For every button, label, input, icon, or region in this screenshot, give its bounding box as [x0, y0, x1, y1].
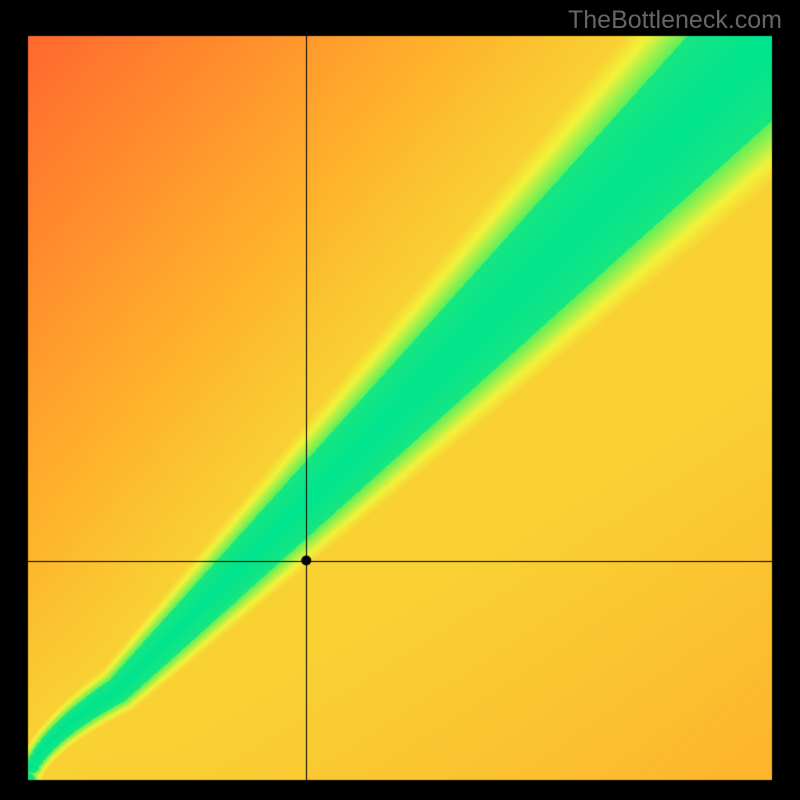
bottleneck-heatmap [0, 0, 800, 800]
chart-container: { "watermark": { "text": "TheBottleneck.… [0, 0, 800, 800]
watermark-text: TheBottleneck.com [568, 6, 782, 35]
